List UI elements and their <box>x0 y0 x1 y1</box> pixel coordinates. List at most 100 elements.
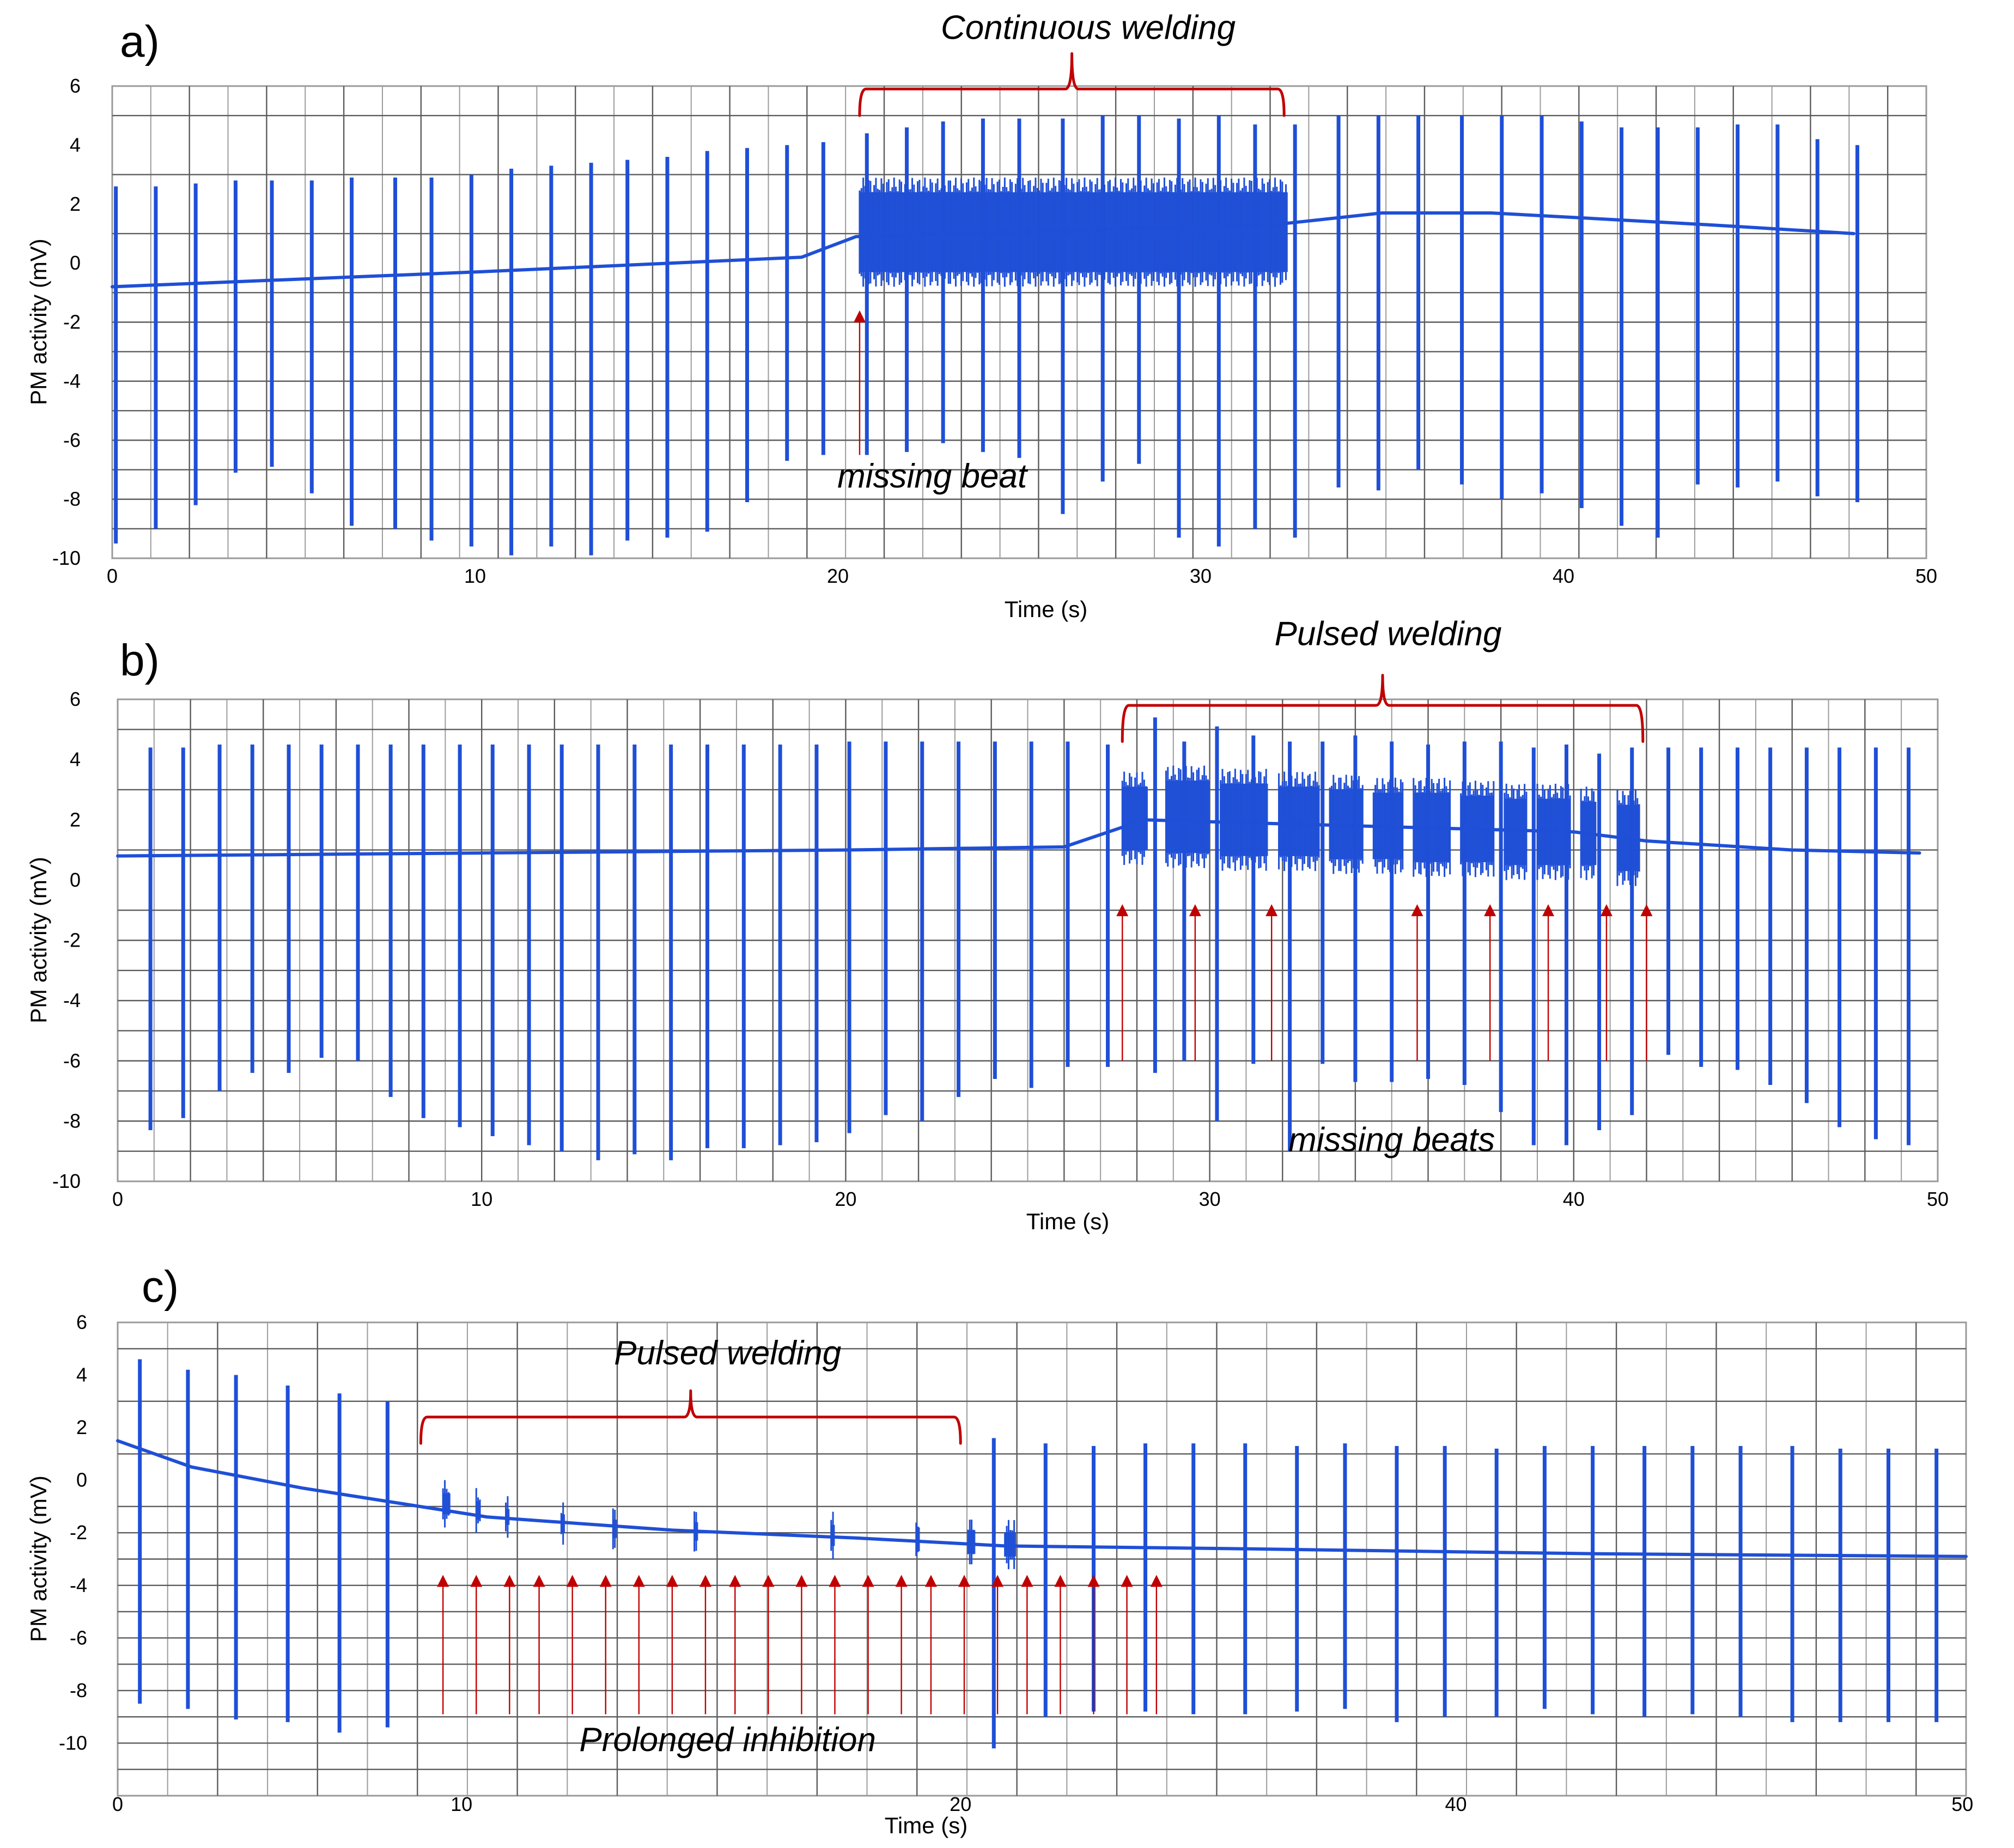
welding-burst <box>1413 777 1451 877</box>
welding-burst <box>1004 1520 1016 1570</box>
welding-burst <box>1121 771 1148 865</box>
annotation-label: Pulsed welding <box>614 1334 841 1372</box>
arrow-head <box>762 1575 775 1587</box>
x-axis-title: Time (s) <box>1005 596 1087 622</box>
x-tick-label: 40 <box>1553 565 1574 587</box>
arrow-head <box>470 1575 483 1587</box>
y-tick-label: 6 <box>70 75 81 97</box>
welding-burst <box>475 1488 481 1533</box>
welding-burst <box>442 1480 451 1528</box>
y-tick-label: 0 <box>70 252 81 274</box>
y-tick-label: 6 <box>70 688 81 710</box>
panel-label: a) <box>120 17 160 66</box>
x-tick-label: 40 <box>1445 1793 1467 1815</box>
x-tick-label: 0 <box>112 1793 123 1815</box>
annotation-label: missing beats <box>1288 1121 1495 1159</box>
arrow-head <box>1116 904 1129 917</box>
y-tick-label: 0 <box>70 869 81 891</box>
panel-label: c) <box>142 1262 179 1312</box>
arrow-head <box>1189 904 1201 917</box>
x-axis-title: Time (s) <box>885 1813 968 1838</box>
arrow-head <box>853 310 866 322</box>
welding-bracket <box>858 52 1286 117</box>
y-tick-label: 0 <box>76 1469 87 1491</box>
y-tick-label: -4 <box>63 989 81 1011</box>
arrow-head <box>829 1575 841 1587</box>
arrow-head <box>1121 1575 1133 1587</box>
x-tick-label: 10 <box>451 1793 472 1815</box>
x-tick-label: 50 <box>1951 1793 1973 1815</box>
x-tick-label: 20 <box>950 1793 971 1815</box>
arrow-head <box>566 1575 579 1587</box>
arrow-head <box>958 1575 970 1587</box>
panel-label: b) <box>120 636 160 685</box>
arrow-head <box>1542 904 1555 917</box>
y-tick-label: 2 <box>70 193 81 215</box>
y-tick-label: -10 <box>59 1731 87 1754</box>
welding-burst <box>1165 765 1210 868</box>
welding-burst <box>505 1496 510 1538</box>
y-tick-label: -6 <box>63 1050 81 1072</box>
arrow-head <box>862 1575 874 1587</box>
y-tick-label: 2 <box>76 1416 87 1438</box>
welding-burst <box>693 1511 698 1552</box>
x-axis-title: Time (s) <box>1026 1209 1109 1234</box>
welding-burst <box>1220 769 1268 871</box>
y-axis-title: PM activity (mV) <box>26 857 51 1023</box>
arrow-head <box>1265 904 1278 917</box>
x-tick-label: 0 <box>112 1188 123 1210</box>
annotation-label: Prolonged inhibition <box>579 1721 876 1759</box>
x-tick-label: 10 <box>471 1188 492 1210</box>
arrow-head <box>924 1575 937 1587</box>
welding-burst <box>560 1502 565 1545</box>
arrow-head <box>1087 1575 1100 1587</box>
arrow-head <box>729 1575 741 1587</box>
y-tick-label: 6 <box>76 1311 87 1333</box>
x-tick-label: 10 <box>464 565 486 587</box>
y-tick-label: -2 <box>63 929 81 952</box>
welding-burst <box>967 1520 976 1565</box>
y-tick-label: -2 <box>70 1521 87 1544</box>
arrow-head <box>1411 904 1423 917</box>
x-tick-label: 20 <box>835 1188 856 1210</box>
welding-burst <box>1329 774 1364 874</box>
x-tick-label: 0 <box>107 565 118 587</box>
arrow-head <box>503 1575 516 1587</box>
y-tick-label: -8 <box>63 488 81 510</box>
x-tick-label: 30 <box>1190 565 1212 587</box>
y-tick-label: 4 <box>76 1364 87 1386</box>
y-tick-label: -6 <box>63 429 81 451</box>
annotation-label: Continuous welding <box>941 9 1236 46</box>
arrow-head <box>437 1575 449 1587</box>
arrow-head <box>991 1575 1004 1587</box>
arrow-head <box>699 1575 711 1587</box>
arrow-head <box>1021 1575 1033 1587</box>
arrow-head <box>1150 1575 1163 1587</box>
y-tick-label: 4 <box>70 133 81 156</box>
y-tick-label: -8 <box>70 1679 87 1701</box>
arrow-head <box>666 1575 678 1587</box>
welding-bracket <box>1121 674 1645 743</box>
arrow-head <box>895 1575 908 1587</box>
y-tick-label: -10 <box>52 547 81 569</box>
y-tick-label: -6 <box>70 1626 87 1649</box>
x-tick-label: 50 <box>1915 565 1937 587</box>
arrow-head <box>533 1575 545 1587</box>
annotation-label: Pulsed welding <box>1274 615 1501 652</box>
welding-burst <box>830 1511 835 1559</box>
welding-burst <box>1504 783 1528 880</box>
welding-burst <box>1372 777 1404 874</box>
welding-burst <box>1580 786 1597 880</box>
y-axis-title: PM activity (mV) <box>26 239 51 405</box>
arrow-head <box>795 1575 808 1587</box>
x-tick-label: 30 <box>1199 1188 1221 1210</box>
y-tick-label: -4 <box>63 370 81 392</box>
arrow-head <box>1640 904 1653 917</box>
welding-burst <box>915 1522 920 1557</box>
x-tick-label: 20 <box>827 565 849 587</box>
y-tick-label: 2 <box>70 808 81 831</box>
